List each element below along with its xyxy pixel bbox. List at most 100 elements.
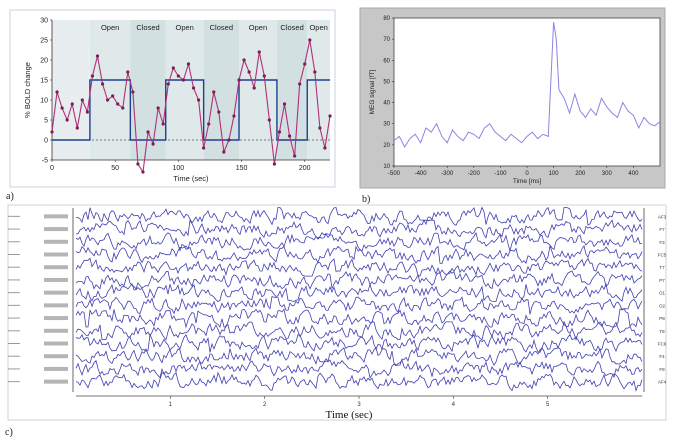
x-tick-label: 400 — [628, 171, 639, 177]
channel-scale-bar — [44, 341, 68, 346]
measured-point — [202, 146, 206, 150]
y-axis-label: % BOLD change — [23, 62, 32, 118]
x-tick-label: -300 — [441, 171, 454, 177]
channel-label: FC6 — [658, 342, 667, 347]
x-tick-label: 0 — [525, 171, 529, 177]
channel-label: F3 — [659, 240, 665, 245]
block-label: Open — [176, 23, 194, 32]
y-tick-label: 30 — [40, 18, 48, 25]
measured-point — [106, 98, 110, 102]
measured-point — [318, 126, 322, 130]
eeg-channel-trace — [75, 257, 643, 277]
eeg-channel-trace — [75, 231, 643, 253]
measured-point — [50, 130, 54, 134]
measured-point — [55, 90, 59, 94]
measured-point — [75, 126, 79, 130]
channel-scale-bar — [44, 328, 68, 333]
x-tick-label: -500 — [388, 171, 401, 177]
x-tick-label: 2 — [263, 402, 267, 408]
measured-point — [70, 102, 74, 106]
eeg-channel-trace — [75, 347, 643, 366]
measured-point — [65, 118, 69, 122]
x-tick-label: -200 — [468, 171, 481, 177]
x-tick-label: 100 — [549, 171, 560, 177]
block-label: Open — [101, 23, 119, 32]
block-band — [165, 20, 204, 160]
x-tick-label: 3 — [357, 402, 361, 408]
measured-point — [90, 74, 95, 78]
measured-point — [313, 70, 317, 74]
channel-scale-bar — [44, 366, 68, 371]
measured-point — [146, 130, 150, 134]
measured-point — [116, 102, 120, 106]
channel-label: O2 — [659, 303, 666, 308]
channel-scale-bar — [44, 277, 68, 282]
block-label: Closed — [136, 23, 159, 32]
measured-point — [80, 98, 84, 102]
y-tick-label: 15 — [40, 78, 48, 85]
measured-point — [323, 146, 327, 150]
measured-series-line — [51, 39, 331, 174]
channel-label: F4 — [659, 354, 665, 359]
channel-label: FC5 — [658, 253, 667, 258]
eeg-channel-trace — [75, 359, 643, 379]
panel-label-b: b) — [362, 194, 370, 205]
eeg-channel-trace — [75, 308, 643, 329]
y-tick-label: 5 — [44, 118, 48, 125]
measured-point — [126, 70, 130, 74]
measured-point — [298, 82, 302, 86]
x-tick-label: 5 — [546, 402, 550, 408]
channel-label: T7 — [659, 265, 665, 270]
y-tick-label: 30 — [383, 122, 390, 128]
eeg-channel-trace — [76, 206, 643, 226]
channel-label: P7 — [659, 278, 665, 283]
x-tick-label: -400 — [415, 171, 428, 177]
measured-point — [257, 50, 261, 54]
y-tick-label: 20 — [383, 143, 390, 149]
panel-label-c: c) — [5, 427, 13, 438]
meg-signal-chart: 10 20 30 40 50 60 70 80 -500 -400 -300 -200 -100 0 100… — [359, 7, 666, 189]
measured-point — [151, 142, 155, 146]
measured-point — [171, 66, 175, 70]
x-tick-label: 4 — [452, 402, 456, 408]
eeg-channel-trace — [75, 295, 643, 315]
x-tick-label: 300 — [602, 171, 613, 177]
eeg-channel-trace — [75, 320, 643, 342]
x-tick-label: 200 — [575, 171, 586, 177]
x-tick-label: -100 — [494, 171, 507, 177]
measured-point — [308, 38, 312, 42]
block-label: Open — [309, 23, 327, 32]
y-tick-label: 20 — [40, 58, 48, 65]
block-label: Open — [249, 23, 267, 32]
measured-point — [247, 70, 251, 74]
channel-label: O1 — [659, 291, 666, 296]
block-label: Closed — [280, 23, 303, 32]
channel-scale-bar — [44, 379, 68, 384]
eeg-channel-trace — [75, 244, 643, 264]
measured-point — [136, 162, 140, 166]
measured-point — [328, 114, 332, 118]
eeg-channel-trace — [75, 282, 643, 302]
measured-point — [212, 90, 216, 94]
channel-scale-bar — [44, 290, 68, 295]
y-tick-label: 50 — [383, 79, 390, 85]
x-axis-label: Time (sec) — [173, 174, 209, 183]
channel-label: T8 — [659, 329, 665, 334]
model-series-line — [52, 79, 330, 141]
block-band — [307, 20, 330, 160]
measured-point — [85, 110, 89, 114]
measured-point — [303, 62, 307, 66]
meg-series-line — [393, 22, 661, 148]
y-tick-label: 70 — [383, 37, 390, 43]
channel-scale-bar — [44, 252, 68, 257]
measured-point — [186, 62, 191, 66]
baseline-band — [52, 20, 90, 160]
y-axis-label: MEG signal [fT] — [369, 69, 376, 114]
eeg-channels-chart: AF3 F7 F3 FC5 T7 P7 O1 O2 P8 T8 FC6 F4 F8 AF4 1 2 3 4 5 Tim… — [7, 204, 667, 421]
y-tick-label: -5 — [42, 158, 48, 165]
channel-label: F7 — [659, 227, 665, 232]
measured-point — [222, 150, 226, 154]
y-tick-label: 80 — [383, 16, 390, 22]
measured-point — [272, 162, 276, 166]
